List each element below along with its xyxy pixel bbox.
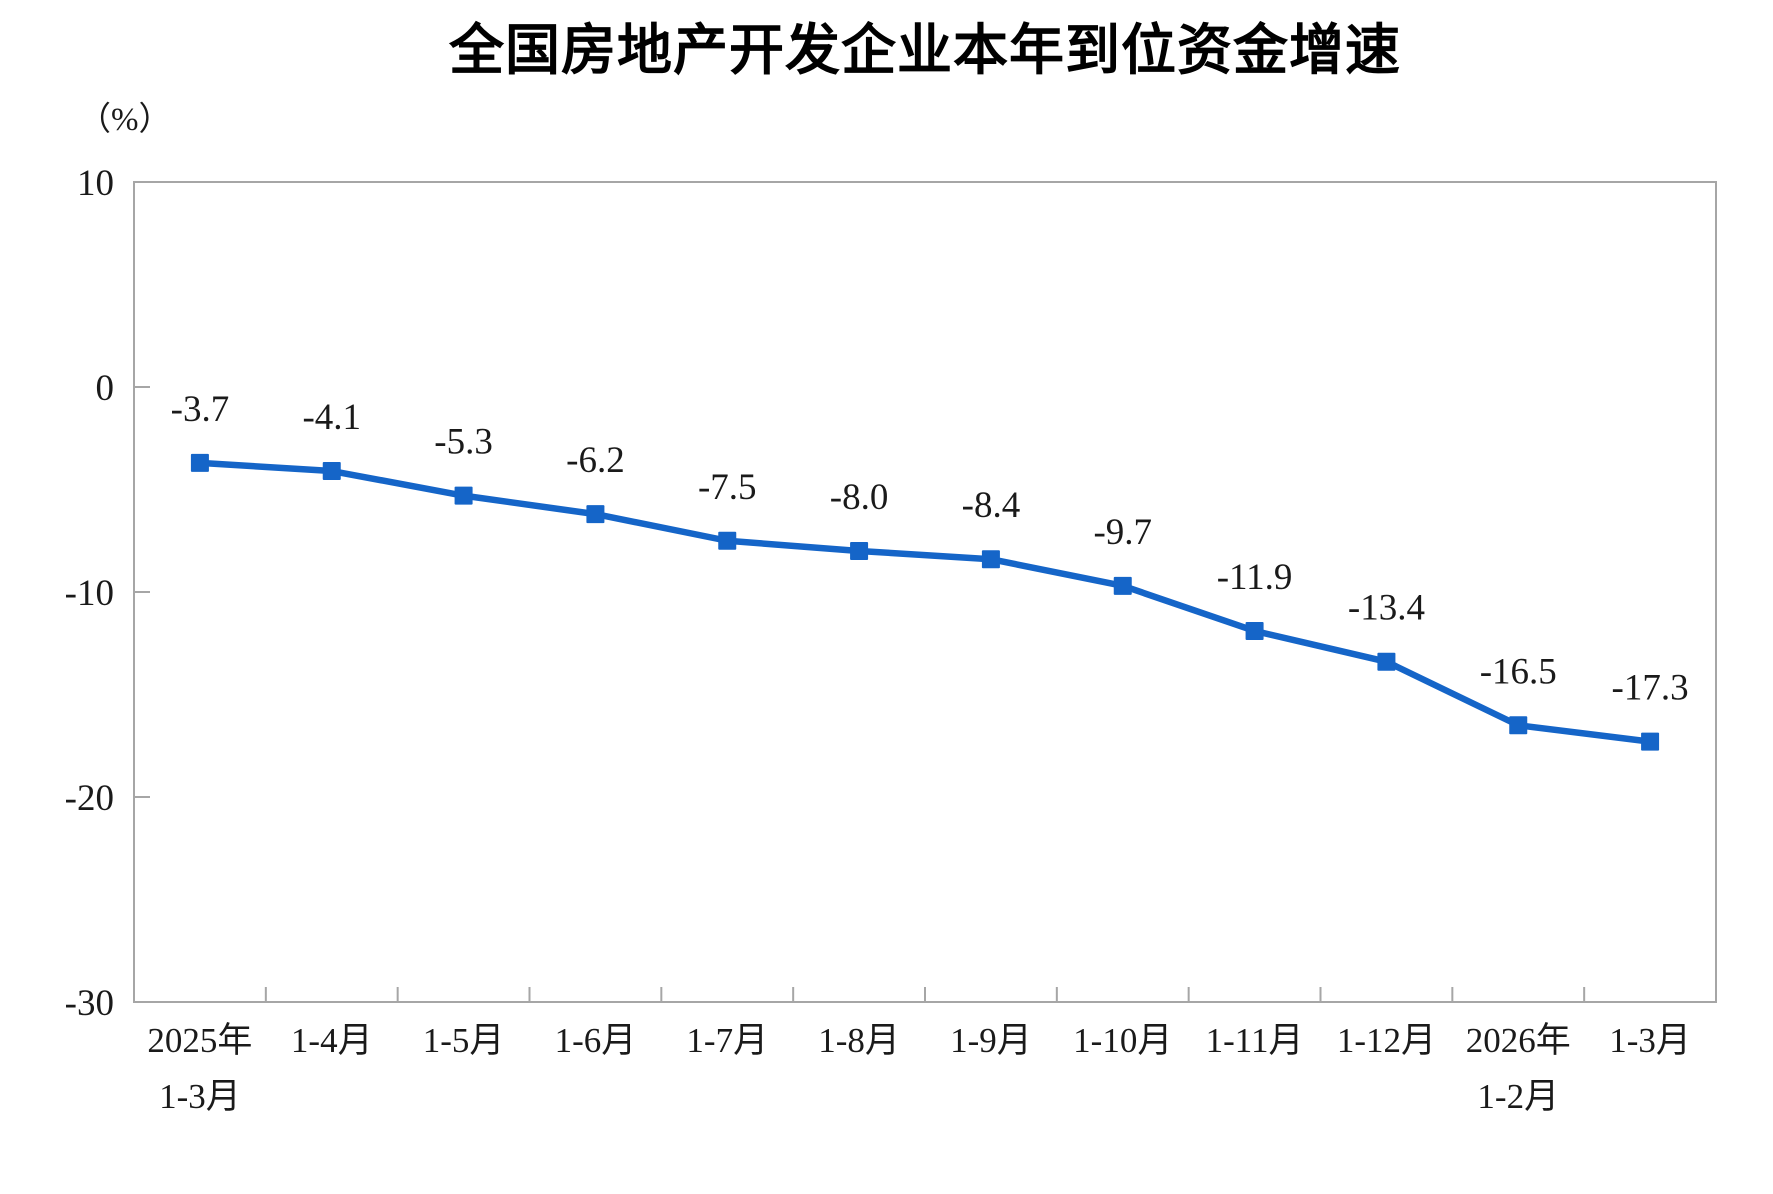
data-point-marker [850,542,869,560]
x-axis-tick-label: 1-10月 [1073,1021,1172,1060]
data-point-marker [1113,576,1132,595]
x-axis-tick-label: 1-2月 [1477,1077,1559,1116]
data-point-marker [322,462,341,481]
y-axis-unit-label: （%） [78,102,172,138]
x-axis-tick-label: 1-8月 [818,1021,900,1060]
x-axis-tick-label: 1-3月 [159,1077,241,1116]
data-point-label: -9.7 [1093,512,1152,553]
x-axis-tick-label: 1-7月 [686,1021,768,1060]
data-point-label: -17.3 [1612,668,1689,709]
data-point-marker [718,531,737,550]
x-axis-tick-label: 1-4月 [291,1021,373,1060]
data-point-label: -8.4 [962,485,1021,526]
data-point-label: -4.1 [302,397,361,438]
data-point-marker [586,505,605,524]
chart-title: 全国房地产开发企业本年到位资金增速 [448,19,1401,81]
data-point-marker [1377,652,1396,671]
x-axis-tick-label: 1-6月 [555,1021,637,1060]
data-point-marker [454,486,473,505]
data-point-label: -6.2 [566,440,625,481]
data-point-label: -13.4 [1348,588,1425,629]
data-point-marker [190,453,209,472]
y-axis-tick-label: -30 [65,983,114,1024]
data-line [196,459,1654,745]
x-axis-tick-label: 1-11月 [1206,1021,1304,1060]
x-axis-tick-label: 1-9月 [950,1021,1032,1060]
data-point-marker [1245,621,1264,640]
data-point-label: -5.3 [434,422,493,463]
data-point-label: -3.7 [171,389,230,430]
data-point-label: -11.9 [1217,557,1293,598]
data-point-marker [1641,732,1660,751]
data-point-marker [1509,716,1528,735]
y-axis-tick-label: -10 [65,573,114,614]
x-axis-tick-label: 1-3月 [1609,1021,1691,1060]
x-axis-tick-label: 2026年 [1466,1021,1571,1060]
x-axis-tick-label: 1-5月 [423,1021,505,1060]
data-point-label: -16.5 [1480,651,1557,692]
y-axis-tick-label: 0 [96,368,115,409]
y-axis-tick-label: 10 [77,163,114,204]
data-point-marker [981,550,1000,569]
y-axis-tick-label: -20 [65,778,114,819]
x-axis-tick-label: 2025年 [147,1021,252,1060]
x-axis-tick-label: 1-12月 [1337,1021,1436,1060]
data-point-label: -7.5 [698,467,757,508]
plot-border [133,181,1717,1003]
data-point-label: -8.0 [830,477,889,518]
